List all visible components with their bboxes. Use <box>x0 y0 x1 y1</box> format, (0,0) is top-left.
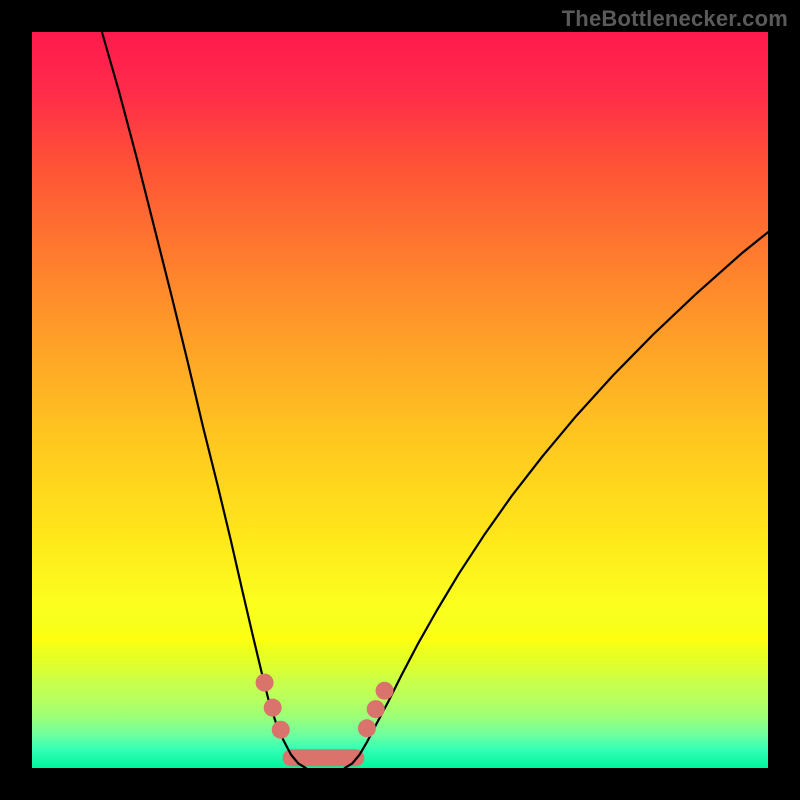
chart-container: TheBottlenecker.com <box>0 0 800 800</box>
watermark-text: TheBottlenecker.com <box>562 6 788 32</box>
plot-area <box>32 32 768 768</box>
overlay-curves <box>32 32 768 768</box>
